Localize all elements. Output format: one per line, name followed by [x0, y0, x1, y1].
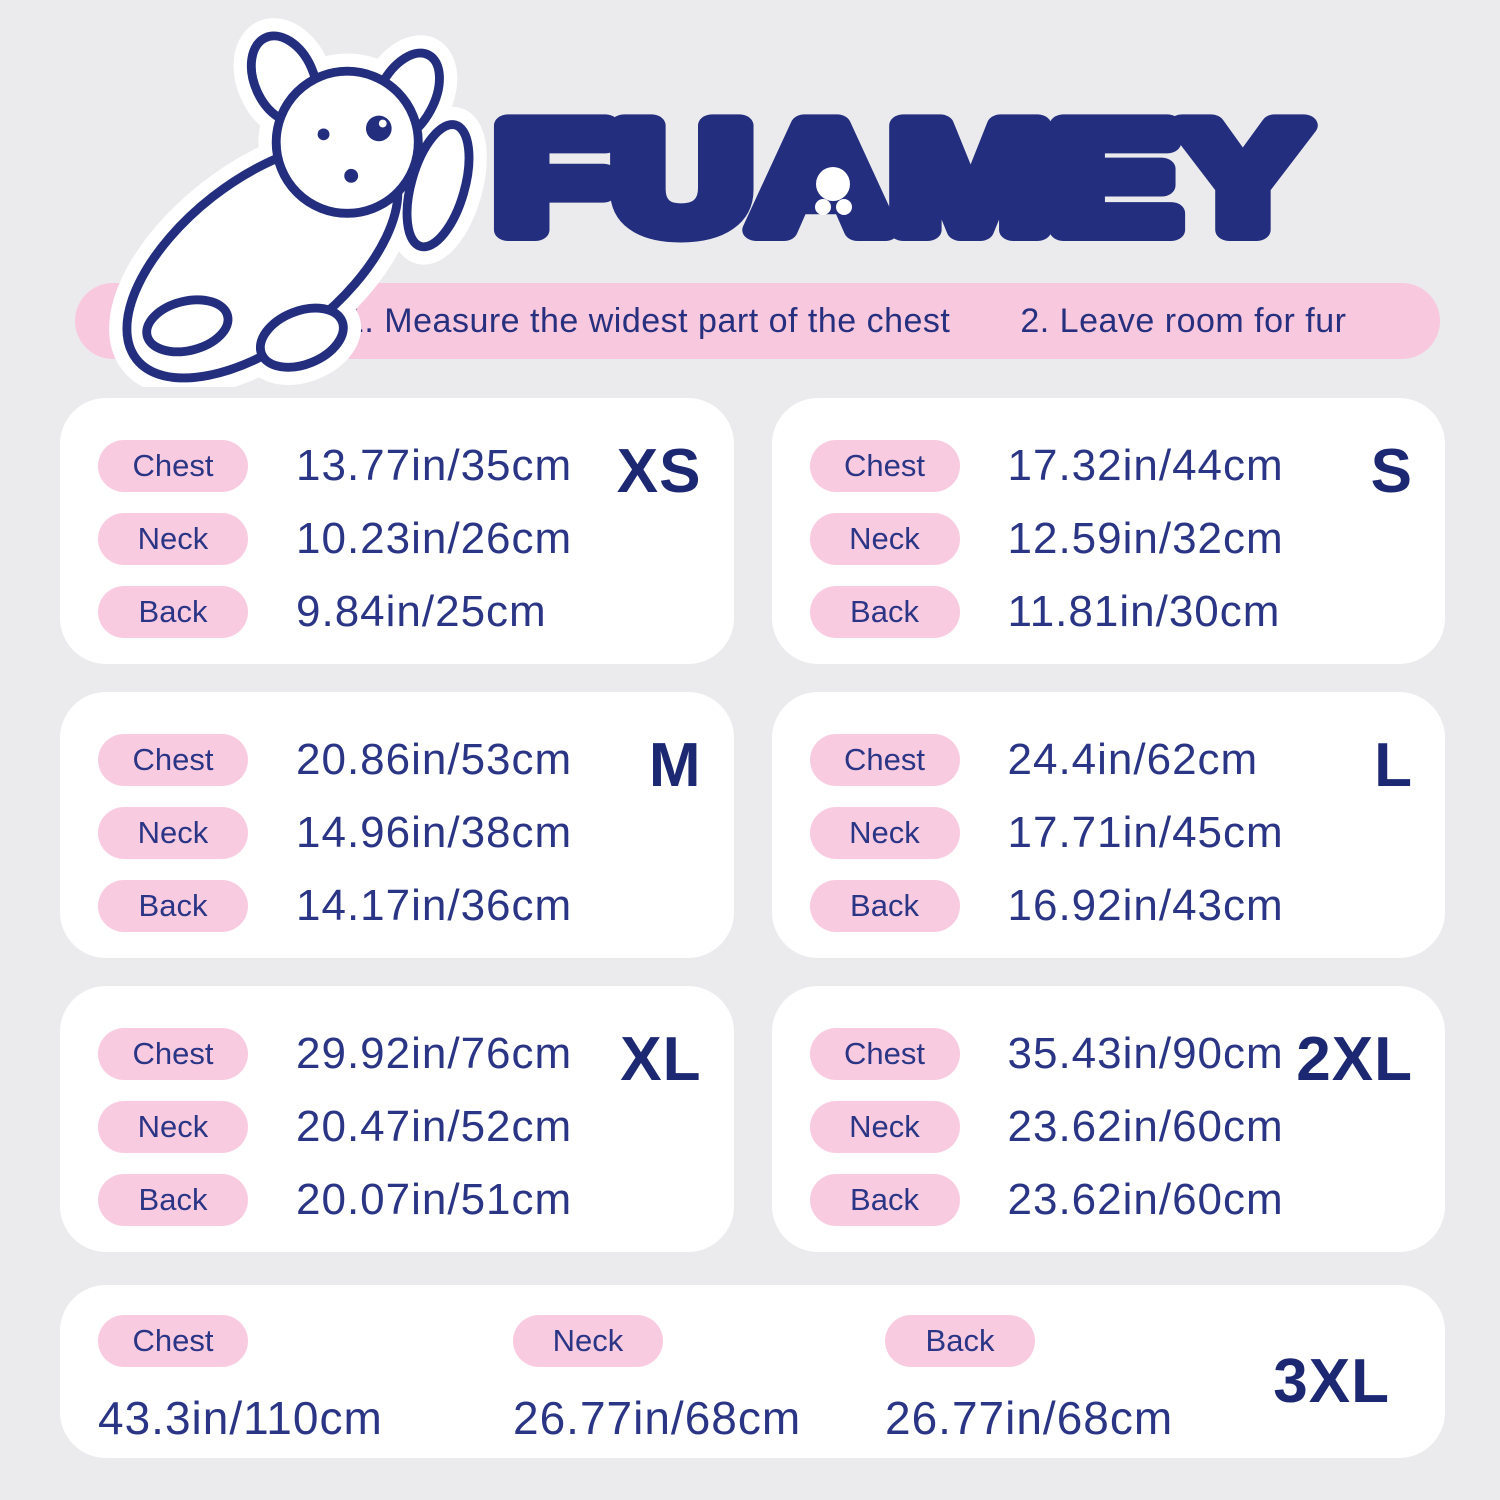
measure-row: Back 20.07in/51cm: [98, 1174, 699, 1226]
back-value: 26.77in/68cm: [885, 1392, 1174, 1444]
dog-eye-left: [317, 128, 330, 141]
neck-label-pill: Neck: [98, 513, 248, 565]
back-value: 23.62in/60cm: [1007, 1175, 1284, 1224]
measure-row: Neck 20.47in/52cm: [98, 1101, 699, 1153]
back-value: 11.81in/30cm: [1007, 587, 1281, 636]
size-card-xs: Chest 13.77in/35cm Neck 10.23in/26cm Bac…: [60, 398, 734, 664]
size-card-3xl: Chest 43.3in/110cm Neck 26.77in/68cm Bac…: [60, 1285, 1445, 1458]
measure-row: Chest 35.43in/90cm: [809, 1028, 1411, 1080]
instruction-step-2: 2. Leave room for fur: [1020, 301, 1347, 340]
chest-label-pill: Chest: [809, 734, 960, 786]
chest-value: 35.43in/90cm: [1007, 1029, 1284, 1078]
chest-value: 20.86in/53cm: [296, 735, 573, 784]
neck-value: 17.71in/45cm: [1007, 808, 1284, 857]
measure-row: Neck 14.96in/38cm: [98, 807, 699, 859]
measure-row: Back 11.81in/30cm: [809, 586, 1411, 638]
brand-logotype: FUAMEY: [487, 82, 1318, 270]
chest-value: 13.77in/35cm: [296, 441, 573, 490]
size-label: L: [1374, 731, 1413, 800]
neck-label-pill: Neck: [513, 1315, 663, 1367]
size-card-xl: Chest 29.92in/76cm Neck 20.47in/52cm Bac…: [60, 986, 734, 1252]
neck-value: 10.23in/26cm: [296, 514, 573, 563]
back-label-pill: Back: [98, 586, 248, 638]
neck-value: 26.77in/68cm: [513, 1392, 802, 1444]
back-label-pill: Back: [809, 1174, 960, 1226]
size-card-2xl: Chest 35.43in/90cm Neck 23.62in/60cm Bac…: [771, 986, 1445, 1252]
chest-label-pill: Chest: [98, 1028, 248, 1080]
back-column: Back 26.77in/68cm: [885, 1315, 1173, 1458]
measure-row: Chest 24.4in/62cm: [809, 734, 1411, 786]
back-value: 14.17in/36cm: [296, 881, 573, 930]
dog-eye-right: [365, 115, 392, 142]
neck-label-pill: Neck: [98, 1101, 248, 1153]
measure-row: Chest 17.32in/44cm: [809, 440, 1411, 492]
dog-mascot-icon: [90, 12, 490, 387]
brand-name-text: FUAMEY: [495, 93, 1307, 263]
chest-label-pill: Chest: [98, 440, 248, 492]
instruction-step-1: 1. Measure the widest part of the chest: [345, 301, 951, 340]
measure-row: Neck 17.71in/45cm: [809, 807, 1411, 859]
back-label-pill: Back: [98, 1174, 248, 1226]
chest-value: 29.92in/76cm: [296, 1029, 573, 1078]
size-cards-grid: Chest 13.77in/35cm Neck 10.23in/26cm Bac…: [60, 398, 1445, 1252]
neck-value: 20.47in/52cm: [296, 1102, 573, 1151]
neck-value: 14.96in/38cm: [296, 808, 573, 857]
size-card-m: Chest 20.86in/53cm Neck 14.96in/38cm Bac…: [60, 692, 734, 958]
neck-value: 12.59in/32cm: [1007, 514, 1284, 563]
chest-value: 17.32in/44cm: [1007, 441, 1284, 490]
back-label-pill: Back: [885, 1315, 1035, 1367]
back-value: 16.92in/43cm: [1007, 881, 1284, 930]
back-label-pill: Back: [98, 880, 248, 932]
measure-row: Back 23.62in/60cm: [809, 1174, 1411, 1226]
neck-value: 23.62in/60cm: [1007, 1102, 1284, 1151]
neck-label-pill: Neck: [809, 807, 960, 859]
chest-label-pill: Chest: [98, 734, 248, 786]
chest-column: Chest 43.3in/110cm: [98, 1315, 513, 1458]
chest-value: 43.3in/110cm: [98, 1392, 383, 1444]
neck-label-pill: Neck: [98, 807, 248, 859]
size-label: S: [1370, 437, 1413, 506]
chest-label-pill: Chest: [98, 1315, 248, 1367]
size-label: M: [648, 731, 702, 800]
back-label-pill: Back: [809, 586, 960, 638]
back-label-pill: Back: [809, 880, 960, 932]
size-label: 3XL: [1273, 1347, 1390, 1416]
size-label: XS: [616, 437, 702, 506]
neck-column: Neck 26.77in/68cm: [513, 1315, 885, 1458]
back-value: 9.84in/25cm: [296, 587, 547, 636]
measure-row: Chest 13.77in/35cm: [98, 440, 699, 492]
size-card-s: Chest 17.32in/44cm Neck 12.59in/32cm Bac…: [771, 398, 1445, 664]
size-label: XL: [620, 1025, 702, 1094]
paw-cutout-icon: [815, 167, 852, 215]
chest-label-pill: Chest: [809, 1028, 960, 1080]
measure-row: Neck 12.59in/32cm: [809, 513, 1411, 565]
measure-row: Neck 10.23in/26cm: [98, 513, 699, 565]
measure-row: Chest 29.92in/76cm: [98, 1028, 699, 1080]
neck-label-pill: Neck: [809, 513, 960, 565]
size-card-l: Chest 24.4in/62cm Neck 17.71in/45cm Back…: [771, 692, 1445, 958]
chest-value: 24.4in/62cm: [1007, 735, 1259, 784]
chest-label-pill: Chest: [809, 440, 960, 492]
neck-label-pill: Neck: [809, 1101, 960, 1153]
dog-nose: [344, 168, 359, 183]
measure-row: Back 9.84in/25cm: [98, 586, 699, 638]
back-value: 20.07in/51cm: [296, 1175, 573, 1224]
size-label: 2XL: [1296, 1025, 1413, 1094]
measure-row: Back 14.17in/36cm: [98, 880, 699, 932]
measure-row: Chest 20.86in/53cm: [98, 734, 699, 786]
measure-row: Back 16.92in/43cm: [809, 880, 1411, 932]
measure-row: Neck 23.62in/60cm: [809, 1101, 1411, 1153]
